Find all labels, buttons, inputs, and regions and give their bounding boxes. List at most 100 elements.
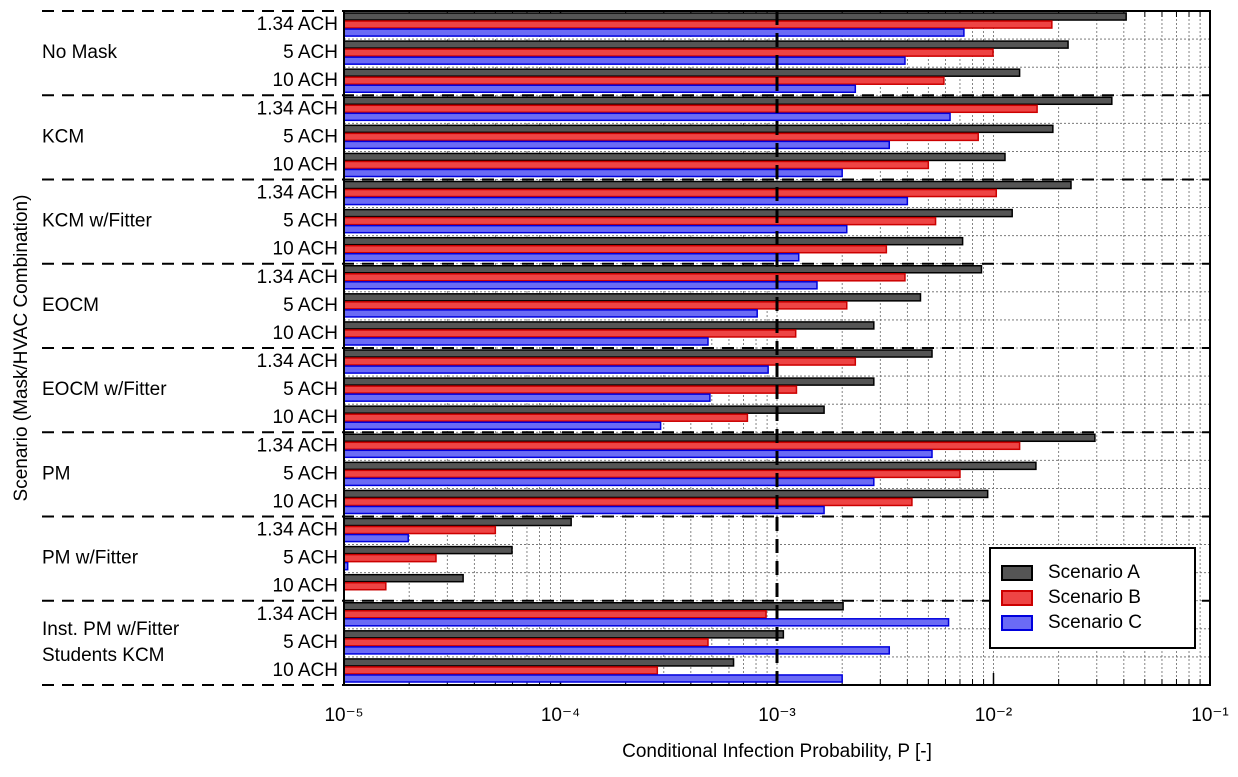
bar (343, 28, 965, 37)
bar (343, 252, 800, 262)
bar (343, 337, 709, 346)
group-label: Students KCM (42, 645, 165, 666)
y-tick-label: 1.34 ACH (257, 183, 338, 204)
x-tick-label: 10⁻¹ (1191, 705, 1229, 726)
y-tick-label: 10 ACH (273, 154, 338, 175)
y-tick-label: 1.34 ACH (257, 14, 338, 35)
y-tick-label: 5 ACH (283, 42, 338, 63)
legend-label: Scenario A (1048, 562, 1140, 583)
bar (343, 638, 709, 647)
bar (343, 140, 891, 150)
bar (343, 160, 930, 170)
y-tick-label: 5 ACH (283, 463, 338, 484)
x-tick-label: 10⁻⁵ (324, 705, 363, 726)
bar (343, 618, 950, 627)
bar (343, 104, 1038, 114)
y-tick-label: 10 ACH (273, 323, 338, 344)
y-tick-label: 5 ACH (283, 632, 338, 653)
bar (343, 489, 989, 499)
group-label: PM (42, 463, 71, 484)
bar (343, 48, 994, 57)
bar (343, 309, 758, 318)
bar (343, 658, 735, 667)
group-label: EOCM (42, 295, 99, 316)
bar (343, 301, 848, 310)
y-tick-label: 5 ACH (283, 126, 338, 147)
bar (343, 321, 875, 330)
bar (343, 152, 1006, 162)
bar (343, 168, 843, 178)
y-tick-label: 10 ACH (273, 407, 338, 428)
bar (343, 365, 769, 374)
bar (343, 188, 998, 198)
bar (343, 56, 906, 65)
legend-swatch (1001, 615, 1033, 631)
bar (343, 413, 749, 422)
bar (343, 646, 891, 655)
bar (343, 76, 945, 85)
bar (343, 40, 1069, 49)
bar (343, 449, 933, 459)
bar (343, 96, 1113, 106)
bar (343, 329, 797, 338)
bar (343, 180, 1072, 190)
group-label: EOCM w/Fitter (42, 379, 167, 400)
legend-swatch (1001, 565, 1033, 581)
bar (343, 377, 875, 386)
y-tick-label: 10 ACH (273, 70, 338, 91)
group-label: KCM (42, 126, 84, 147)
group-label: Inst. PM w/Fitter (42, 619, 180, 640)
y-tick-label: 5 ACH (283, 211, 338, 232)
x-tick-label: 10⁻⁴ (541, 705, 580, 726)
y-tick-label: 5 ACH (283, 548, 338, 569)
y-tick-label: 1.34 ACH (257, 267, 338, 288)
x-tick-label: 10⁻² (975, 705, 1013, 726)
bar (343, 132, 979, 142)
y-tick-label: 10 ACH (273, 576, 338, 597)
bar (343, 405, 825, 414)
bar (343, 236, 964, 246)
bar (343, 216, 937, 226)
bar (343, 385, 798, 394)
bar (343, 265, 983, 274)
bar (343, 602, 844, 611)
bar (343, 553, 437, 563)
bar (343, 610, 767, 619)
bar (343, 12, 1127, 21)
y-tick-label: 10 ACH (273, 239, 338, 260)
y-tick-label: 1.34 ACH (257, 351, 338, 372)
y-tick-label: 1.34 ACH (257, 435, 338, 456)
y-tick-label: 10 ACH (273, 660, 338, 681)
y-tick-label: 1.34 ACH (257, 604, 338, 625)
bar (343, 224, 848, 234)
legend-label: Scenario B (1048, 587, 1141, 608)
bar (343, 124, 1054, 134)
bar (343, 68, 1021, 77)
bar (343, 421, 662, 431)
legend-swatch (1001, 590, 1033, 606)
bar (343, 293, 922, 302)
bar (343, 533, 409, 543)
bar (343, 517, 572, 527)
x-tick-label: 10⁻³ (758, 705, 796, 726)
bar (343, 581, 387, 591)
y-tick-label: 10 ACH (273, 491, 338, 512)
bar (343, 674, 843, 683)
bar (343, 208, 1013, 218)
bar (343, 357, 857, 366)
bar (343, 461, 1037, 471)
y-tick-label: 1.34 ACH (257, 520, 338, 541)
x-axis-label: Conditional Infection Probability, P [-] (622, 741, 932, 762)
bar (343, 281, 818, 290)
group-label: KCM w/Fitter (42, 211, 152, 232)
bar (343, 20, 1053, 29)
plot-frame (343, 10, 1211, 686)
y-tick-label: 1.34 ACH (257, 98, 338, 119)
bar (343, 393, 711, 402)
bar (343, 196, 909, 206)
bar (343, 273, 906, 282)
group-label: PM w/Fitter (42, 548, 139, 569)
y-tick-label: 5 ACH (283, 295, 338, 316)
bar (343, 84, 857, 93)
